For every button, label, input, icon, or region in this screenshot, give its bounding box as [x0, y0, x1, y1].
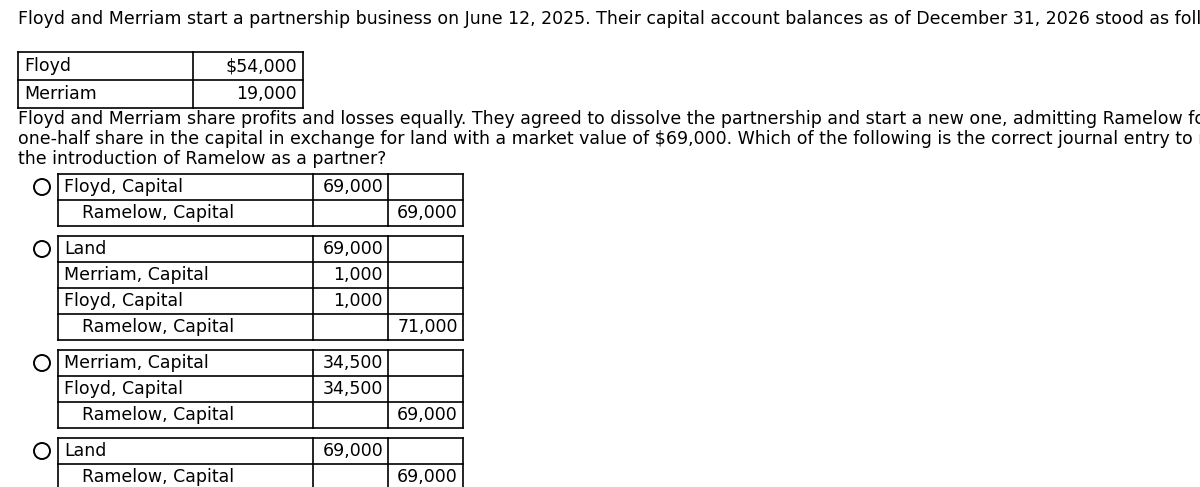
Text: Land: Land: [64, 442, 107, 460]
Text: one-half share in the capital in exchange for land with a market value of $69,00: one-half share in the capital in exchang…: [18, 130, 1200, 148]
Text: 69,000: 69,000: [323, 442, 383, 460]
Text: 34,500: 34,500: [323, 380, 383, 398]
Text: 69,000: 69,000: [397, 406, 458, 424]
Text: Floyd, Capital: Floyd, Capital: [64, 380, 182, 398]
Text: 69,000: 69,000: [397, 468, 458, 486]
Text: Merriam, Capital: Merriam, Capital: [64, 354, 209, 372]
Text: Floyd, Capital: Floyd, Capital: [64, 292, 182, 310]
Text: 71,000: 71,000: [397, 318, 458, 336]
Text: $54,000: $54,000: [226, 57, 298, 75]
Text: 19,000: 19,000: [236, 85, 298, 103]
Text: Ramelow, Capital: Ramelow, Capital: [82, 406, 234, 424]
Text: Land: Land: [64, 240, 107, 258]
Text: 34,500: 34,500: [323, 354, 383, 372]
Text: the introduction of Ramelow as a partner?: the introduction of Ramelow as a partner…: [18, 150, 386, 168]
Text: Merriam, Capital: Merriam, Capital: [64, 266, 209, 284]
Text: 69,000: 69,000: [323, 240, 383, 258]
Text: 1,000: 1,000: [334, 292, 383, 310]
Text: 69,000: 69,000: [323, 178, 383, 196]
Text: Ramelow, Capital: Ramelow, Capital: [82, 468, 234, 486]
Text: 69,000: 69,000: [397, 204, 458, 222]
Text: 1,000: 1,000: [334, 266, 383, 284]
Text: Floyd and Merriam start a partnership business on June 12, 2025. Their capital a: Floyd and Merriam start a partnership bu…: [18, 10, 1200, 28]
Text: Floyd and Merriam share profits and losses equally. They agreed to dissolve the : Floyd and Merriam share profits and loss…: [18, 110, 1200, 128]
Text: Ramelow, Capital: Ramelow, Capital: [82, 318, 234, 336]
Text: Merriam: Merriam: [24, 85, 97, 103]
Text: Floyd: Floyd: [24, 57, 71, 75]
Text: Floyd, Capital: Floyd, Capital: [64, 178, 182, 196]
Text: Ramelow, Capital: Ramelow, Capital: [82, 204, 234, 222]
